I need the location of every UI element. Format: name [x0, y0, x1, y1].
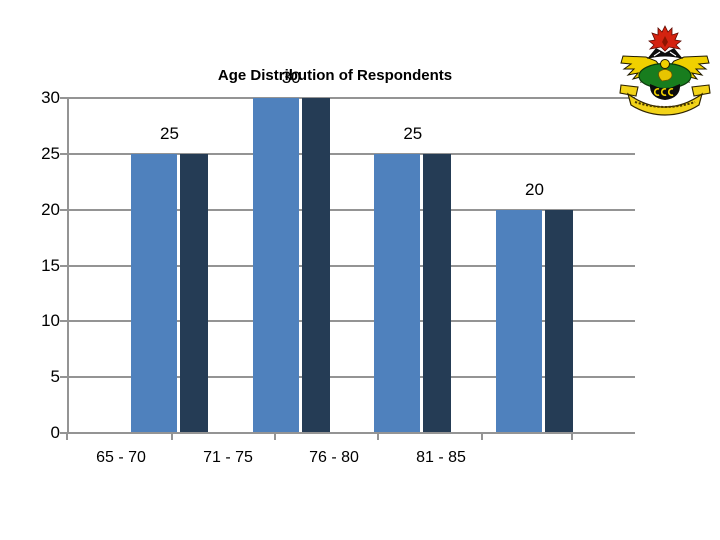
chart-title: Age Distribution of Respondents	[217, 67, 453, 84]
torch-flame-icon	[648, 25, 682, 52]
y-axis-tick	[60, 97, 68, 99]
x-axis-tick	[571, 434, 573, 440]
gold-bird-icon	[658, 69, 673, 82]
bar-data-label: 30	[281, 68, 301, 87]
gridline	[68, 152, 635, 155]
y-axis-label: 30	[41, 88, 60, 107]
bar-front	[252, 98, 299, 433]
y-axis-label: 10	[41, 311, 60, 331]
y-axis-label: 15	[41, 255, 60, 275]
bar-side	[301, 98, 330, 433]
bar-front	[496, 209, 542, 433]
crown-icon	[647, 48, 683, 59]
bar-side	[545, 209, 573, 433]
eagle-head-icon	[660, 59, 670, 69]
knust-crest-logo	[619, 25, 711, 116]
banner-ribbon-icon	[626, 92, 704, 116]
gridline	[68, 264, 635, 267]
x-axis-line	[68, 432, 635, 434]
gridline	[68, 97, 635, 99]
y-axis-label: 25	[41, 143, 60, 163]
bar-data-label: 20	[525, 179, 544, 199]
y-axis-tick	[60, 264, 68, 267]
bar-side	[423, 153, 452, 433]
y-axis-label: 5	[50, 367, 60, 387]
y-axis-tick	[60, 320, 68, 323]
y-axis-tick	[60, 208, 68, 211]
x-axis-tick	[481, 434, 483, 440]
x-axis-label: 76 - 80	[309, 449, 359, 466]
y-axis-tick	[60, 432, 68, 434]
bar-data-label: 25	[160, 123, 179, 143]
x-axis-label: 65 - 70	[96, 449, 146, 466]
x-axis-label: 81 - 85	[416, 449, 466, 466]
x-axis-tick	[66, 434, 68, 440]
y-axis-tick	[60, 376, 68, 379]
gridline	[68, 320, 635, 323]
y-axis-tick	[60, 152, 68, 155]
gridline	[68, 376, 635, 379]
x-axis-label: 71 - 75	[203, 449, 253, 466]
gridline	[68, 208, 635, 211]
bar-front	[131, 153, 177, 433]
y-axis-label: 0	[50, 423, 60, 442]
x-axis-tick	[171, 434, 173, 440]
banner-tabs-icon	[619, 84, 711, 97]
x-axis-tick	[377, 434, 379, 440]
y-axis-line	[67, 97, 69, 434]
bar-side	[180, 153, 208, 433]
bar-data-label: 25	[403, 123, 423, 143]
pot-icon	[649, 84, 681, 100]
y-axis-label: 20	[41, 199, 60, 219]
bar-front	[374, 153, 421, 433]
x-axis-tick	[274, 434, 276, 440]
